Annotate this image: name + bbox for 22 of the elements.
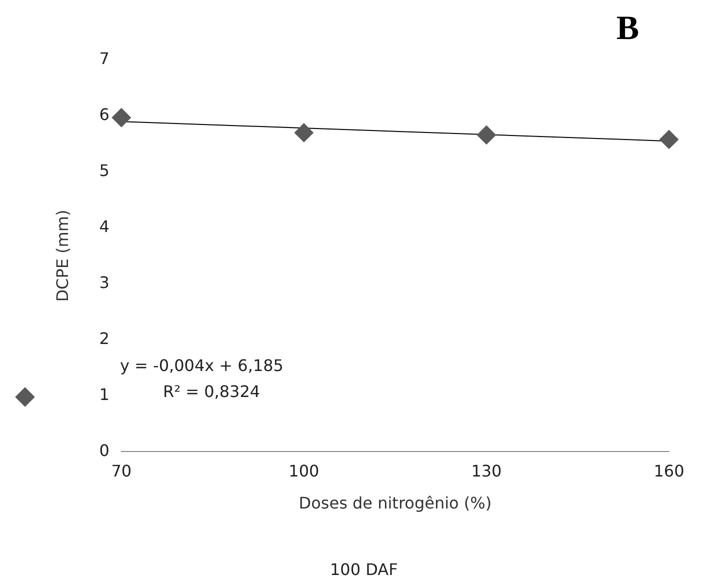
text: 100 DAF [330,560,398,579]
x-tick-label: 70 [111,461,132,480]
y-tick-label: 3 [99,272,110,292]
x-tick-label: 130 [471,461,502,480]
y-tick-label: 5 [99,161,110,180]
y-tick-label: 6 [99,105,110,124]
x-axis-title: Doses de nitrogênio (%) [298,494,492,513]
y-tick-label: 2 [99,328,110,348]
point [294,123,314,142]
point [660,130,678,149]
y-tick-label: 0 [99,440,110,460]
y-tick-label: 1 [99,384,110,404]
x-tick-label: 160 [654,461,684,480]
annotation: R² = 0,8324 [163,382,260,401]
chart-title: B [616,10,639,48]
point [476,125,496,144]
y-tick-label: 7 [99,49,110,68]
annotation: y = -0,004x + 6,185 [120,356,284,375]
x-tick-label: 100 [288,461,320,480]
y-tick-label: 4 [99,216,110,236]
y-axis-title: DCPE (mm) [52,210,72,302]
point [112,108,131,128]
